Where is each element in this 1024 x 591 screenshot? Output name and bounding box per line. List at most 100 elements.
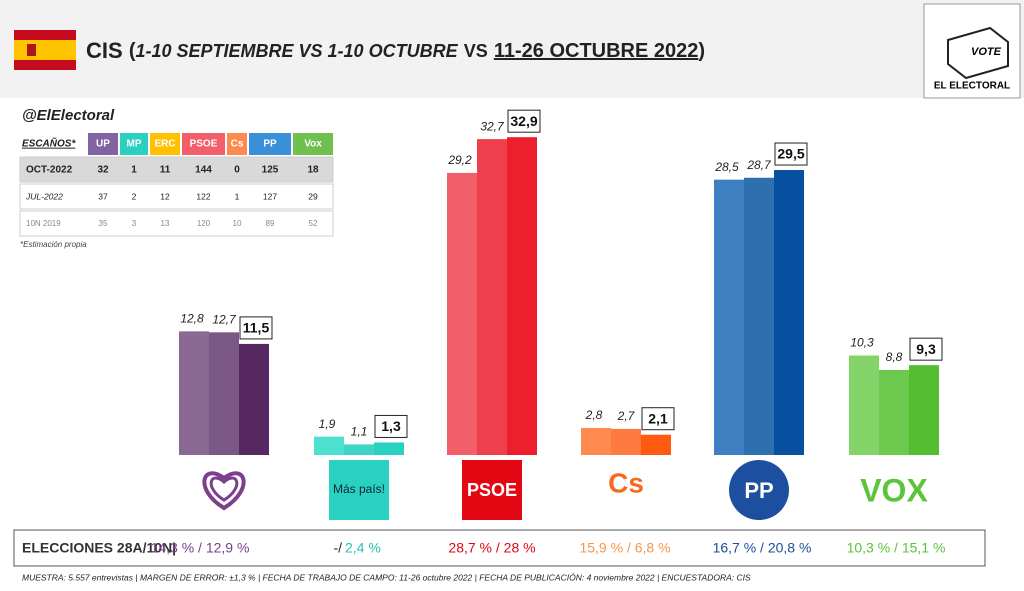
value-label: 8,8 bbox=[886, 350, 903, 364]
table-cell: 0 bbox=[234, 165, 240, 176]
logo-bg bbox=[729, 460, 789, 520]
logo-heart bbox=[202, 471, 246, 511]
table-cell: 1 bbox=[131, 165, 137, 176]
value-label: 32,9 bbox=[510, 113, 537, 129]
footer: MUESTRA: 5.557 entrevistas | MARGEN DE E… bbox=[22, 572, 751, 582]
table-header-cell bbox=[249, 133, 291, 155]
title-period: 11-26 OCTUBRE 2022 bbox=[494, 40, 699, 62]
flag-band bbox=[14, 40, 76, 60]
header-bg bbox=[0, 0, 1024, 98]
table-header-cell bbox=[293, 133, 333, 155]
value-label-box bbox=[641, 407, 675, 431]
table-header: ESCAÑOS* bbox=[22, 137, 76, 150]
result: 10,3 % / 15,1 % bbox=[847, 540, 946, 556]
bar bbox=[374, 442, 404, 455]
value-label: 29,5 bbox=[777, 146, 804, 162]
table-header: MP bbox=[127, 139, 142, 150]
value-label: 28,5 bbox=[714, 160, 739, 174]
chart: 12,8 1,9 29,2 2,8 28,5 10,3 12,7 1,1 32,7 2,7 28,7… bbox=[22, 109, 946, 556]
table-cell: 10N 2019 bbox=[26, 219, 61, 228]
table-cell: 1 bbox=[235, 191, 240, 201]
logo-ballot bbox=[947, 26, 1009, 80]
table-header: UP bbox=[96, 139, 110, 150]
value-label: 10,3 bbox=[850, 336, 874, 350]
title-paren: ) bbox=[698, 40, 705, 62]
title-paren: ( bbox=[129, 40, 136, 62]
table-cell: 13 bbox=[161, 219, 170, 228]
table-cell: 144 bbox=[195, 165, 212, 176]
table-cell: 122 bbox=[196, 191, 210, 201]
value-label: 28,7 bbox=[746, 158, 772, 172]
value-label: 32,7 bbox=[480, 119, 505, 133]
table-row bbox=[19, 210, 334, 237]
category-label: Más país! bbox=[333, 482, 385, 496]
bar bbox=[314, 436, 344, 455]
table-header-cell bbox=[227, 133, 247, 155]
bar bbox=[581, 427, 611, 455]
table-header: PP bbox=[263, 139, 277, 150]
title-period: 1-10 SEPTIEMBRE VS 1-10 OCTUBRE bbox=[135, 41, 458, 61]
bar bbox=[849, 355, 879, 455]
table-cell: 18 bbox=[307, 165, 319, 176]
table-note: *Estimación propia bbox=[20, 240, 87, 249]
value-label: 9,3 bbox=[916, 341, 936, 357]
title-vs: VS bbox=[464, 41, 488, 61]
title-main: CIS bbox=[86, 38, 123, 63]
bar bbox=[507, 137, 537, 455]
results-label: ELECCIONES 28A/10N| bbox=[22, 540, 176, 556]
bar bbox=[239, 343, 269, 455]
result: 14,3 % / 12,9 % bbox=[151, 540, 250, 556]
value-label-box bbox=[239, 316, 273, 340]
table-header-cell bbox=[120, 133, 148, 155]
table-cell: 12 bbox=[160, 191, 170, 201]
logo-heart bbox=[209, 476, 239, 502]
value-label: 1,9 bbox=[319, 417, 336, 431]
result: 2,4 % bbox=[345, 540, 381, 556]
value-label: 2,1 bbox=[648, 410, 668, 426]
category-label: PP bbox=[744, 478, 773, 503]
result: 15,9 % / 6,8 % bbox=[579, 540, 670, 556]
bar bbox=[447, 172, 477, 456]
category-label: Cs bbox=[608, 467, 644, 498]
logo-text: EL ELECTORAL bbox=[934, 81, 1010, 92]
table-cell: 89 bbox=[266, 219, 275, 228]
table-cell: JUL-2022 bbox=[25, 191, 63, 201]
table-cell: 10 bbox=[233, 219, 242, 228]
handle: @ElElectoral bbox=[22, 107, 115, 124]
value-label: 2,7 bbox=[617, 409, 636, 423]
bar bbox=[477, 139, 507, 456]
value-label-box bbox=[507, 109, 541, 133]
table-header-cell bbox=[88, 133, 118, 155]
value-label: 12,7 bbox=[212, 312, 237, 326]
bar bbox=[641, 434, 671, 455]
category-label: VOX bbox=[860, 472, 928, 508]
table-header: Cs bbox=[231, 139, 244, 150]
bar bbox=[179, 331, 209, 455]
table-cell: 35 bbox=[99, 219, 108, 228]
bar bbox=[209, 332, 239, 455]
table-cell: 120 bbox=[197, 219, 211, 228]
results-box bbox=[13, 529, 986, 567]
value-label: 11,5 bbox=[243, 320, 270, 336]
value-label-box bbox=[909, 337, 943, 361]
bar bbox=[879, 369, 909, 455]
table-cell: 3 bbox=[132, 219, 137, 228]
logo-text: VOTE bbox=[971, 46, 1002, 58]
table-row bbox=[19, 183, 334, 210]
table-header-cell bbox=[182, 133, 225, 155]
table-cell: OCT-2022 bbox=[26, 165, 73, 176]
bar bbox=[744, 177, 774, 455]
table-header: PSOE bbox=[190, 139, 218, 150]
value-label-box bbox=[774, 142, 808, 166]
bar bbox=[774, 170, 804, 455]
table-cell: 52 bbox=[309, 219, 318, 228]
result: -/ bbox=[333, 540, 342, 556]
value-label: 2,8 bbox=[585, 408, 603, 422]
logo-bg bbox=[329, 460, 389, 520]
flag-emblem bbox=[27, 44, 36, 56]
logo-bg bbox=[462, 460, 522, 520]
table-cell: 37 bbox=[98, 191, 108, 201]
table-header: ERC bbox=[154, 139, 175, 150]
